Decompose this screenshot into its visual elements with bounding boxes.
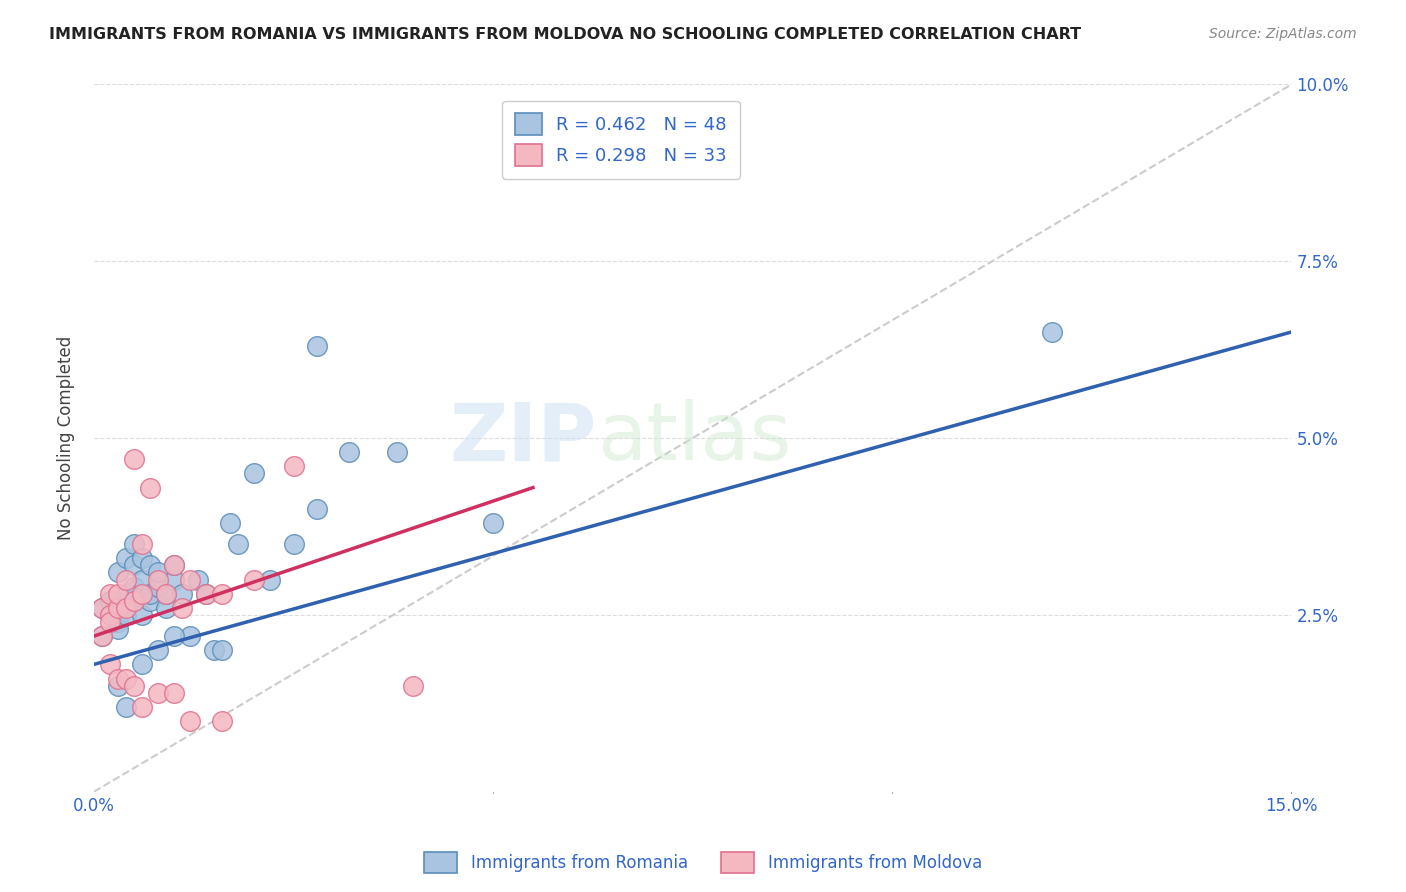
Point (211, 643, 233, 657)
Point (122, 537, 145, 551)
Text: atlas: atlas (598, 399, 792, 477)
Point (115, 573, 138, 587)
Point (187, 573, 209, 587)
Text: ZIP: ZIP (450, 399, 598, 477)
Point (131, 551, 153, 566)
Point (98, 593, 121, 607)
Point (107, 566, 129, 580)
Point (218, 516, 240, 530)
Point (115, 672, 138, 686)
Point (115, 551, 138, 566)
Legend: Immigrants from Romania, Immigrants from Moldova: Immigrants from Romania, Immigrants from… (418, 846, 988, 880)
Point (115, 699, 138, 714)
Point (155, 587, 177, 601)
Point (211, 714, 233, 728)
Point (131, 699, 153, 714)
Point (107, 615, 129, 629)
Point (122, 452, 145, 467)
Point (146, 573, 169, 587)
Point (242, 573, 264, 587)
Point (107, 587, 129, 601)
Text: Source: ZipAtlas.com: Source: ZipAtlas.com (1209, 27, 1357, 41)
Point (170, 587, 193, 601)
Point (155, 600, 177, 615)
Point (146, 643, 169, 657)
Point (307, 501, 329, 516)
Point (283, 459, 305, 474)
Point (98, 615, 121, 629)
Y-axis label: No Schooling Completed: No Schooling Completed (58, 336, 75, 541)
Point (146, 566, 169, 580)
Point (170, 600, 193, 615)
Point (163, 558, 186, 573)
Point (122, 679, 145, 693)
Point (259, 573, 281, 587)
Point (146, 580, 169, 594)
Point (107, 672, 129, 686)
Point (307, 339, 329, 353)
Point (115, 587, 138, 601)
Point (402, 679, 425, 693)
Point (211, 587, 233, 601)
Point (131, 573, 153, 587)
Point (194, 587, 217, 601)
Point (122, 558, 145, 573)
Point (90, 629, 112, 643)
Point (90, 600, 112, 615)
Point (155, 587, 177, 601)
Point (107, 600, 129, 615)
Point (115, 607, 138, 622)
Point (387, 445, 409, 459)
Point (146, 686, 169, 700)
Point (139, 481, 162, 495)
Text: IMMIGRANTS FROM ROMANIA VS IMMIGRANTS FROM MOLDOVA NO SCHOOLING COMPLETED CORREL: IMMIGRANTS FROM ROMANIA VS IMMIGRANTS FR… (49, 27, 1081, 42)
Point (122, 593, 145, 607)
Point (98, 657, 121, 672)
Point (122, 593, 145, 607)
Point (122, 580, 145, 594)
Point (98, 587, 121, 601)
Point (339, 445, 361, 459)
Point (131, 587, 153, 601)
Point (163, 573, 186, 587)
Point (98, 607, 121, 622)
Point (90, 629, 112, 643)
Point (131, 537, 153, 551)
Point (163, 558, 186, 573)
Point (1040, 325, 1063, 339)
Point (107, 622, 129, 636)
Point (194, 587, 217, 601)
Point (107, 679, 129, 693)
Point (115, 600, 138, 615)
Point (283, 537, 305, 551)
Point (482, 516, 505, 530)
Point (139, 558, 162, 573)
Point (179, 629, 201, 643)
Point (131, 607, 153, 622)
Point (179, 573, 201, 587)
Point (163, 629, 186, 643)
Point (242, 467, 264, 481)
Point (226, 537, 249, 551)
Point (163, 686, 186, 700)
Point (179, 714, 201, 728)
Point (131, 657, 153, 672)
Point (202, 643, 225, 657)
Legend: R = 0.462   N = 48, R = 0.298   N = 33: R = 0.462 N = 48, R = 0.298 N = 33 (502, 101, 740, 179)
Point (98, 607, 121, 622)
Point (90, 600, 112, 615)
Point (139, 593, 162, 607)
Point (139, 587, 162, 601)
